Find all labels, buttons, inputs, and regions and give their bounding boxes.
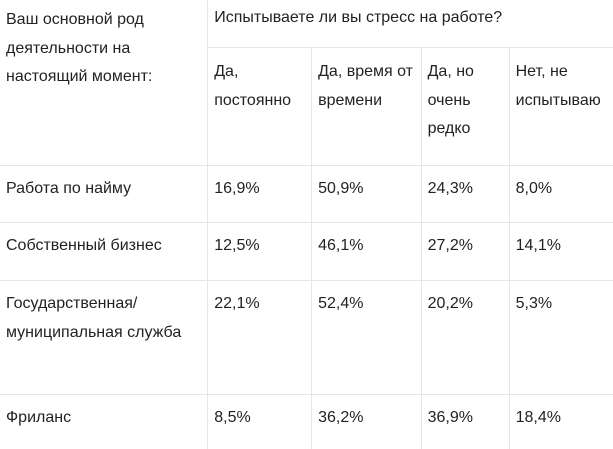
- answer-header-never-text: Нет, не испытываю: [516, 58, 613, 115]
- cell-value: 16,9%: [208, 166, 312, 223]
- cell-value: 36,2%: [312, 395, 422, 449]
- cell-value: 5,3%: [509, 281, 613, 395]
- cell-value: 8,5%: [208, 395, 312, 449]
- occupation-header: Ваш основной род деятельности на настоящ…: [0, 0, 208, 166]
- answer-header-rarely: Да, но очень редко: [421, 48, 509, 166]
- table-row: Фриланс 8,5% 36,2% 36,9% 18,4%: [0, 395, 613, 449]
- row-label: Государственная/ муниципальная служба: [0, 281, 208, 395]
- answer-header-never: Нет, не испытываю: [509, 48, 613, 166]
- cell-value: 50,9%: [312, 166, 422, 223]
- cell-value: 12,5%: [208, 223, 312, 281]
- cell-value: 24,3%: [421, 166, 509, 223]
- row-label: Работа по найму: [0, 166, 208, 223]
- answer-header-constantly: Да, постоянно: [208, 48, 312, 166]
- answer-header-sometimes: Да, время от времени: [312, 48, 422, 166]
- table-row: Собственный бизнес 12,5% 46,1% 27,2% 14,…: [0, 223, 613, 281]
- cell-value: 8,0%: [509, 166, 613, 223]
- cell-value: 14,1%: [509, 223, 613, 281]
- cell-value: 27,2%: [421, 223, 509, 281]
- table-row: Работа по найму 16,9% 50,9% 24,3% 8,0%: [0, 166, 613, 223]
- row-label: Фриланс: [0, 395, 208, 449]
- question-header: Испытываете ли вы стресс на работе?: [208, 0, 613, 48]
- cell-value: 18,4%: [509, 395, 613, 449]
- cell-value: 36,9%: [421, 395, 509, 449]
- cell-value: 52,4%: [312, 281, 422, 395]
- cell-value: 20,2%: [421, 281, 509, 395]
- cell-value: 46,1%: [312, 223, 422, 281]
- row-label: Собственный бизнес: [0, 223, 208, 281]
- table-header-row: Ваш основной род деятельности на настоящ…: [0, 0, 613, 48]
- cell-value: 22,1%: [208, 281, 312, 395]
- table-row: Государственная/ муниципальная служба 22…: [0, 281, 613, 395]
